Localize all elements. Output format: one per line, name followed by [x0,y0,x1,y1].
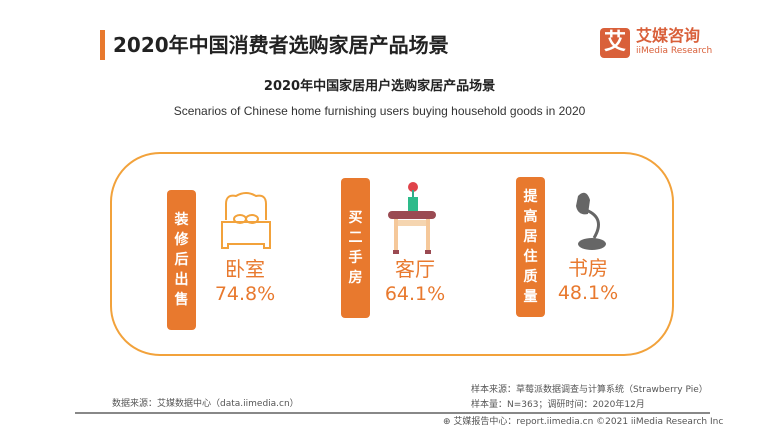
page-title: 2020年中国消费者选购家居产品场景 [113,33,449,57]
tag-char: 质 [523,269,538,285]
tag-char: 住 [523,249,538,265]
tag-char: 后 [174,252,189,268]
tag-char: 手 [348,250,363,266]
content-frame [110,152,674,356]
scenario-tag: 装修后出售 [167,190,196,330]
tag-char: 居 [523,229,538,245]
report-text: 艾媒报告中心：report.iimedia.cn ©2021 iiMedia R… [453,417,724,427]
chart-title: 2020年中国家居用户选购家居产品场景 [263,79,496,94]
room-label: 客厅 [395,257,435,281]
room-label: 卧室 [225,257,265,281]
percent-value: 64.1% [384,283,446,305]
scenario-tag: 提高居住质量 [516,177,545,317]
tag-char: 量 [523,289,538,305]
scenario-tag: 买二手房 [341,178,370,318]
percent-value: 48.1% [557,282,619,304]
bed-icon [221,192,271,249]
sample-source: 样本来源：草莓派数据调查与计算系统（Strawberry Pie） [471,385,708,395]
sample-size: 样本量：N=363；调研时间：2020年12月 [471,400,645,410]
logo-icon: 艾 [600,28,630,58]
report-info: ⊕ 艾媒报告中心：report.iimedia.cn ©2021 iiMedia… [443,416,723,428]
title-accent-bar [100,30,105,60]
tag-char: 房 [348,270,363,286]
side-table-icon [388,182,436,254]
room-label: 书房 [568,256,608,280]
tag-char: 高 [523,209,538,225]
percent-value: 74.8% [214,283,276,305]
logo-subtext: iiMedia Research [636,46,713,56]
tag-char: 二 [348,230,363,246]
chart-subtitle: Scenarios of Chinese home furnishing use… [173,104,586,118]
logo-text: 艾媒咨询 [636,26,701,45]
tag-char: 修 [174,232,189,248]
tag-char: 出 [174,272,189,288]
tag-char: 提 [523,189,538,205]
footer-divider [75,412,710,414]
tag-char: 售 [174,292,189,308]
data-source: 数据来源：艾媒数据中心（data.iimedia.cn） [112,399,299,409]
desk-lamp-icon [576,192,606,250]
globe-icon: ⊕ [443,417,454,427]
tag-char: 买 [348,210,363,226]
tag-char: 装 [174,212,189,228]
